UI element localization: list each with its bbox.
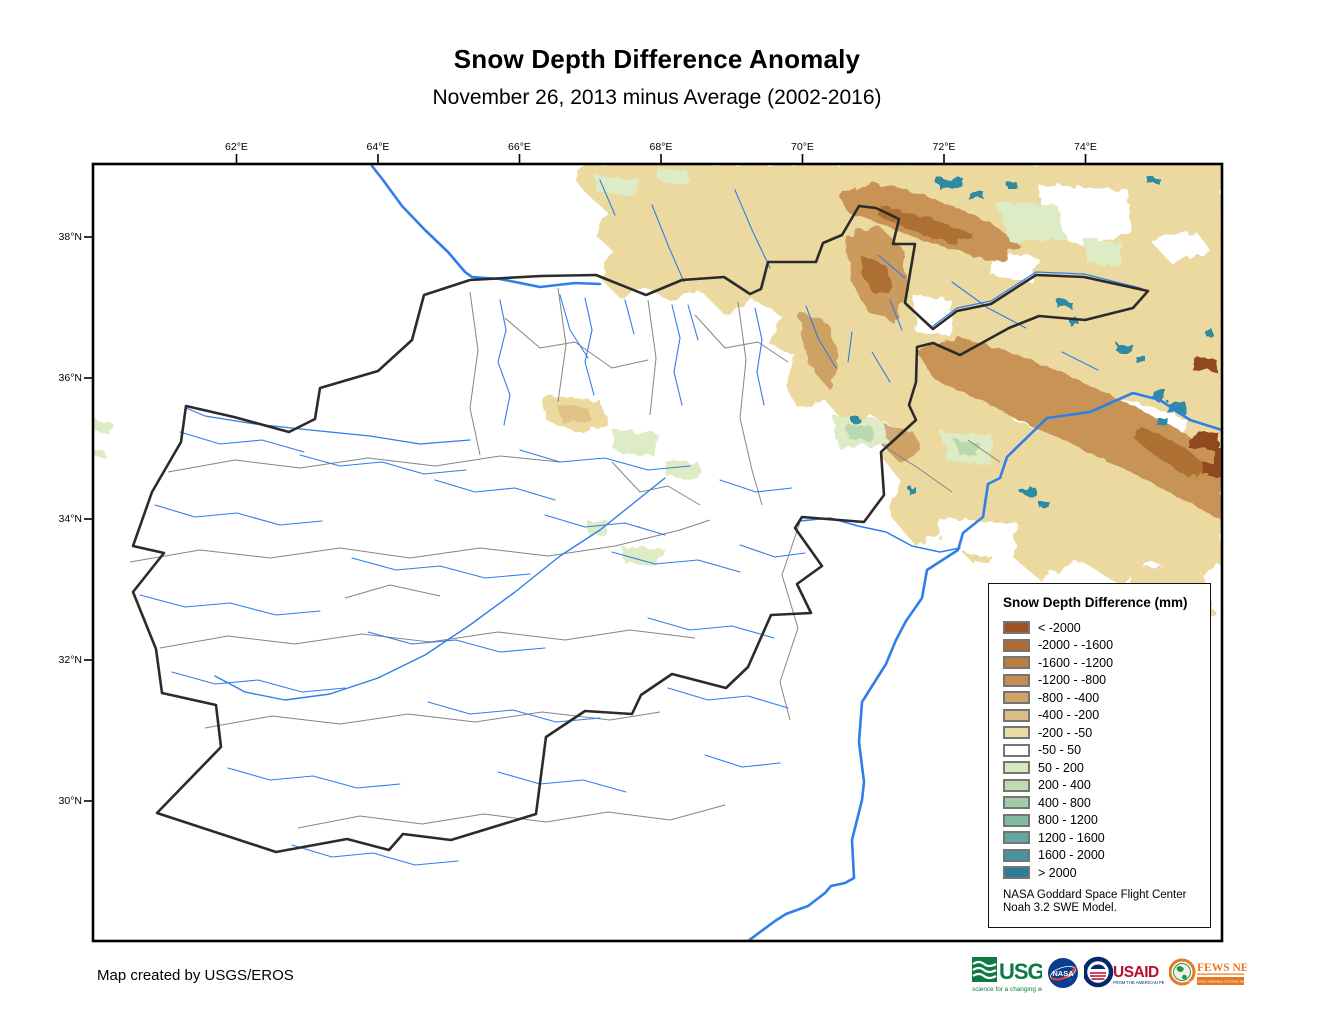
y-tick-label: 34°N bbox=[58, 512, 82, 525]
legend-swatch bbox=[1003, 848, 1030, 862]
nasa-logo: NASA bbox=[1048, 958, 1078, 988]
x-tick-label: 74°E bbox=[1074, 141, 1097, 153]
fewsnet-wordmark: FEWS NET bbox=[1197, 962, 1247, 974]
legend-note-line2: Noah 3.2 SWE Model. bbox=[1003, 902, 1117, 914]
river-layer bbox=[139, 165, 1221, 940]
x-tick-label: 66°E bbox=[508, 141, 531, 153]
legend-label: 400 - 800 bbox=[1038, 795, 1091, 810]
legend-swatch bbox=[1003, 708, 1030, 722]
legend-label: 1200 - 1600 bbox=[1038, 830, 1105, 845]
legend-item: 200 - 400 bbox=[1003, 777, 1204, 795]
legend-note: NASA Goddard Space Flight Center Noah 3.… bbox=[1003, 889, 1204, 916]
legend-title: Snow Depth Difference (mm) bbox=[1003, 595, 1188, 610]
terrain-layer bbox=[94, 165, 1221, 680]
x-tick-label: 70°E bbox=[791, 141, 814, 153]
usaid-wordmark: USAID bbox=[1113, 964, 1159, 981]
legend-swatch bbox=[1003, 778, 1030, 792]
legend-swatch bbox=[1003, 656, 1030, 670]
legend-label: 800 - 1200 bbox=[1038, 813, 1098, 828]
legend-item: -400 - -200 bbox=[1003, 707, 1204, 725]
legend-item: 400 - 800 bbox=[1003, 794, 1204, 812]
legend-label: -50 - 50 bbox=[1038, 743, 1082, 758]
legend-label: 50 - 200 bbox=[1038, 760, 1084, 775]
legend-label: -1200 - -800 bbox=[1038, 673, 1107, 688]
legend-label: 200 - 400 bbox=[1038, 778, 1091, 793]
legend-label: 1600 - 2000 bbox=[1038, 848, 1105, 863]
legend-swatch bbox=[1003, 866, 1030, 880]
afghanistan-border bbox=[131, 204, 1150, 854]
logo-strip: USGS science for a changing world NASA U… bbox=[972, 950, 1247, 996]
axis-ticks bbox=[84, 154, 1087, 802]
usgs-wordmark: USGS bbox=[999, 959, 1042, 984]
usaid-tagline: FROM THE AMERICAN PEOPLE bbox=[1113, 980, 1164, 985]
usgs-tagline: science for a changing world bbox=[972, 986, 1042, 993]
legend-item: -800 - -400 bbox=[1003, 689, 1204, 707]
legend-label: -1600 - -1200 bbox=[1038, 655, 1114, 670]
legend-item: > 2000 bbox=[1003, 864, 1204, 882]
legend-swatch bbox=[1003, 638, 1030, 652]
legend-swatch bbox=[1003, 813, 1030, 827]
legend-item: 1200 - 1600 bbox=[1003, 829, 1204, 847]
legend-swatch bbox=[1003, 621, 1030, 635]
y-tick-label: 38°N bbox=[58, 230, 82, 243]
legend-label: -400 - -200 bbox=[1038, 708, 1100, 723]
legend-note-line1: NASA Goddard Space Flight Center bbox=[1003, 888, 1187, 901]
legend-item: -200 - -50 bbox=[1003, 724, 1204, 742]
credit-text: Map created by USGS/EROS bbox=[97, 967, 294, 984]
amu-darya-river bbox=[370, 165, 602, 289]
legend-swatch bbox=[1003, 761, 1030, 775]
legend-item: -1600 - -1200 bbox=[1003, 654, 1204, 672]
usaid-logo: USAID FROM THE AMERICAN PEOPLE bbox=[1084, 956, 1164, 988]
legend-item: -50 - 50 bbox=[1003, 742, 1204, 760]
legend-swatch bbox=[1003, 743, 1030, 757]
legend-item: 1600 - 2000 bbox=[1003, 847, 1204, 865]
legend-item: 50 - 200 bbox=[1003, 759, 1204, 777]
fewsnet-tagline: FAMINE EARLY WARNING SYSTEMS NETWORK bbox=[1185, 979, 1247, 983]
y-tick-label: 30°N bbox=[58, 794, 82, 807]
y-tick-label: 32°N bbox=[58, 653, 82, 666]
x-tick-label: 68°E bbox=[649, 141, 673, 153]
legend-swatch bbox=[1003, 796, 1030, 810]
legend-swatch bbox=[1003, 726, 1030, 740]
legend-swatch bbox=[1003, 831, 1030, 845]
y-tick-label: 36°N bbox=[58, 371, 82, 384]
legend-swatch bbox=[1003, 673, 1030, 687]
x-tick-label: 62°E bbox=[225, 141, 248, 153]
legend-label: -800 - -400 bbox=[1038, 690, 1100, 705]
legend-swatch bbox=[1003, 691, 1030, 705]
legend-item: 800 - 1200 bbox=[1003, 812, 1204, 830]
fewsnet-logo: FEWS NET FAMINE EARLY WARNING SYSTEMS NE… bbox=[1169, 958, 1247, 986]
x-tick-label: 64°E bbox=[366, 141, 390, 153]
legend-label: -200 - -50 bbox=[1038, 725, 1093, 740]
map-frame bbox=[91, 162, 1224, 943]
usgs-logo: USGS science for a changing world bbox=[972, 957, 1042, 993]
legend-item: -2000 - -1600 bbox=[1003, 637, 1204, 655]
legend-item: -1200 - -800 bbox=[1003, 672, 1204, 690]
indus-river bbox=[747, 391, 1221, 940]
legend-label: > 2000 bbox=[1038, 865, 1077, 880]
page-title: Snow Depth Difference Anomaly bbox=[453, 44, 861, 74]
legend-label: < -2000 bbox=[1038, 620, 1081, 635]
page-subtitle: November 26, 2013 minus Average (2002-20… bbox=[432, 86, 882, 109]
nasa-wordmark: NASA bbox=[1052, 969, 1074, 978]
legend-items: < -2000 -2000 - -1600 -1600 - -1200 -1200 -… bbox=[1003, 619, 1204, 882]
legend-item: < -2000 bbox=[1003, 619, 1204, 637]
legend-label: -2000 - -1600 bbox=[1038, 638, 1114, 653]
x-tick-label: 72°E bbox=[932, 141, 956, 153]
legend: Snow Depth Difference (mm) < -2000 -2000 … bbox=[988, 583, 1211, 928]
